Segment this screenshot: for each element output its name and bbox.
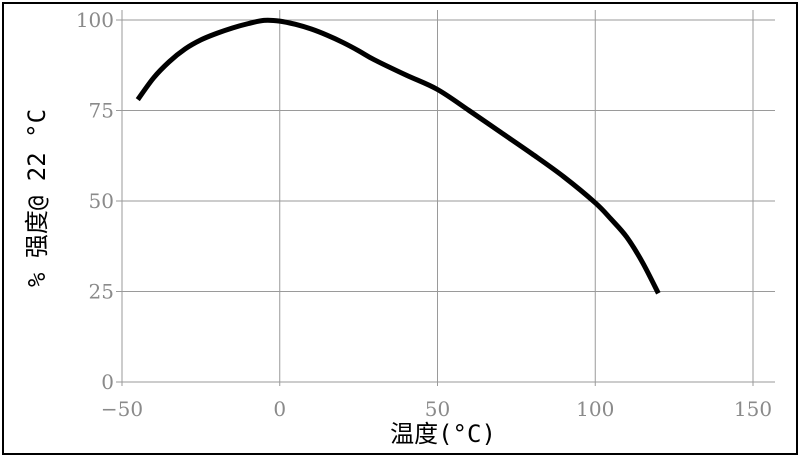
x-tick-label: 0 xyxy=(273,397,286,421)
x-gridlines xyxy=(121,10,754,386)
x-tick-label: 50 xyxy=(425,397,450,421)
x-tick-label: 100 xyxy=(576,397,614,421)
y-tick-label: 100 xyxy=(76,8,114,32)
series-group xyxy=(135,17,661,295)
x-tick-labels: −50 0 50 100 150 xyxy=(101,397,772,421)
y-tick-label: 50 xyxy=(89,189,114,213)
y-tick-label: 25 xyxy=(89,280,114,304)
y-tick-label: 0 xyxy=(101,370,114,394)
x-axis-label: 温度(°C) xyxy=(390,420,496,448)
y-axis-label: % 强度@ 22 °C xyxy=(23,109,51,287)
y-gridlines xyxy=(116,19,775,383)
y-tick-labels: 0 25 50 75 100 xyxy=(76,8,114,394)
chart-frame xyxy=(2,2,798,455)
strength-curve xyxy=(135,17,661,295)
x-tick-label: −50 xyxy=(101,397,143,421)
x-tick-label: 150 xyxy=(734,397,772,421)
y-tick-label: 75 xyxy=(89,99,114,123)
